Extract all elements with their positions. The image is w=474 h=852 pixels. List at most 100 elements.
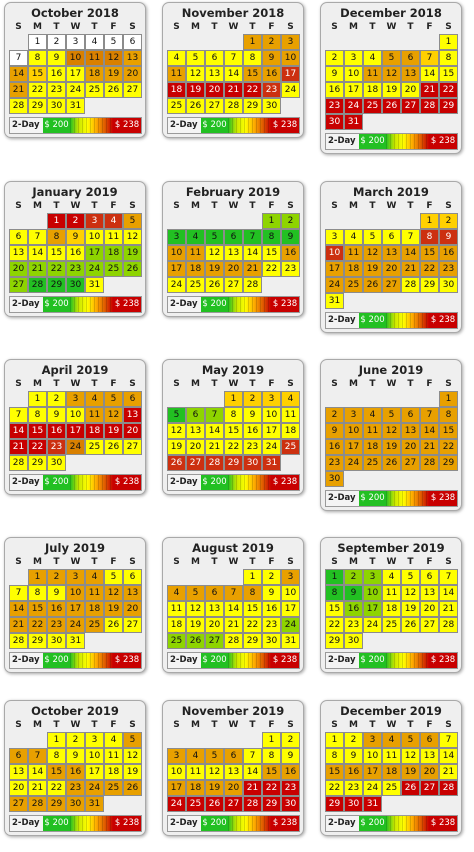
- day-cell[interactable]: 10: [85, 229, 104, 245]
- day-cell[interactable]: 14: [243, 764, 262, 780]
- day-cell[interactable]: 27: [9, 796, 28, 812]
- day-cell[interactable]: 3: [344, 50, 363, 66]
- day-cell[interactable]: 19: [104, 66, 123, 82]
- day-cell[interactable]: 21: [9, 82, 28, 98]
- day-cell[interactable]: 2: [47, 391, 66, 407]
- day-cell[interactable]: 13: [420, 585, 439, 601]
- day-cell[interactable]: 10: [66, 585, 85, 601]
- day-cell[interactable]: 31: [66, 98, 85, 114]
- day-cell[interactable]: 20: [205, 82, 224, 98]
- day-cell[interactable]: 3: [281, 34, 300, 50]
- day-cell[interactable]: 23: [281, 261, 300, 277]
- day-cell[interactable]: 27: [224, 796, 243, 812]
- day-cell[interactable]: 13: [224, 764, 243, 780]
- day-cell[interactable]: 29: [224, 455, 243, 471]
- day-cell[interactable]: 12: [205, 245, 224, 261]
- day-cell[interactable]: 30: [47, 633, 66, 649]
- day-cell[interactable]: 27: [382, 277, 401, 293]
- day-cell[interactable]: 28: [205, 455, 224, 471]
- day-cell[interactable]: 18: [85, 601, 104, 617]
- day-cell[interactable]: 18: [281, 423, 300, 439]
- day-cell[interactable]: 6: [9, 748, 28, 764]
- day-cell[interactable]: 18: [85, 66, 104, 82]
- day-cell[interactable]: 6: [205, 50, 224, 66]
- day-cell[interactable]: 21: [439, 601, 458, 617]
- day-cell[interactable]: 15: [325, 764, 344, 780]
- day-cell[interactable]: 13: [401, 66, 420, 82]
- day-cell[interactable]: 11: [167, 601, 186, 617]
- day-cell[interactable]: 10: [66, 407, 85, 423]
- day-cell[interactable]: 26: [205, 796, 224, 812]
- day-cell[interactable]: 18: [382, 764, 401, 780]
- day-cell[interactable]: 16: [439, 245, 458, 261]
- day-cell[interactable]: 19: [205, 261, 224, 277]
- day-cell[interactable]: 31: [325, 293, 344, 309]
- day-cell[interactable]: 27: [420, 780, 439, 796]
- day-cell[interactable]: 26: [401, 780, 420, 796]
- day-cell[interactable]: 8: [243, 585, 262, 601]
- day-cell[interactable]: 28: [28, 796, 47, 812]
- day-cell[interactable]: 31: [363, 796, 382, 812]
- day-cell[interactable]: 6: [382, 229, 401, 245]
- day-cell[interactable]: 25: [104, 261, 123, 277]
- day-cell[interactable]: 24: [167, 796, 186, 812]
- day-cell[interactable]: 27: [205, 98, 224, 114]
- day-cell[interactable]: 1: [420, 213, 439, 229]
- day-cell[interactable]: 17: [281, 601, 300, 617]
- day-cell[interactable]: 14: [28, 245, 47, 261]
- day-cell[interactable]: 20: [420, 764, 439, 780]
- day-cell[interactable]: 3: [363, 569, 382, 585]
- day-cell[interactable]: 15: [439, 423, 458, 439]
- day-cell[interactable]: 1: [243, 34, 262, 50]
- day-cell[interactable]: 28: [420, 98, 439, 114]
- day-cell[interactable]: 15: [262, 764, 281, 780]
- day-cell[interactable]: 25: [85, 617, 104, 633]
- day-cell[interactable]: 3: [167, 229, 186, 245]
- day-cell[interactable]: 19: [205, 780, 224, 796]
- day-cell[interactable]: 2: [281, 213, 300, 229]
- day-cell[interactable]: 19: [167, 439, 186, 455]
- day-cell[interactable]: 29: [47, 277, 66, 293]
- day-cell[interactable]: 5: [104, 569, 123, 585]
- day-cell[interactable]: 16: [243, 423, 262, 439]
- day-cell[interactable]: 2: [66, 732, 85, 748]
- day-cell[interactable]: 16: [281, 764, 300, 780]
- day-cell[interactable]: 14: [420, 66, 439, 82]
- day-cell[interactable]: 13: [401, 423, 420, 439]
- day-cell[interactable]: 30: [344, 796, 363, 812]
- day-cell[interactable]: 17: [344, 439, 363, 455]
- day-cell[interactable]: 26: [401, 617, 420, 633]
- day-cell[interactable]: 30: [262, 633, 281, 649]
- day-cell[interactable]: 6: [420, 732, 439, 748]
- day-cell[interactable]: 13: [9, 764, 28, 780]
- day-cell[interactable]: 4: [363, 50, 382, 66]
- day-cell[interactable]: 25: [186, 796, 205, 812]
- day-cell[interactable]: 9: [66, 229, 85, 245]
- day-cell[interactable]: 4: [382, 569, 401, 585]
- day-cell[interactable]: 12: [123, 748, 142, 764]
- day-cell[interactable]: 14: [9, 423, 28, 439]
- day-cell[interactable]: 12: [104, 407, 123, 423]
- day-cell[interactable]: 19: [123, 245, 142, 261]
- day-cell[interactable]: 5: [186, 585, 205, 601]
- day-cell[interactable]: 24: [66, 617, 85, 633]
- day-cell[interactable]: 10: [66, 50, 85, 66]
- day-cell[interactable]: 20: [123, 66, 142, 82]
- day-cell[interactable]: 5: [205, 229, 224, 245]
- day-cell[interactable]: 10: [363, 748, 382, 764]
- day-cell[interactable]: 7: [9, 50, 28, 66]
- day-cell[interactable]: 29: [439, 455, 458, 471]
- day-cell[interactable]: 4: [85, 569, 104, 585]
- day-cell[interactable]: 22: [325, 780, 344, 796]
- day-cell[interactable]: 7: [224, 585, 243, 601]
- day-cell[interactable]: 26: [167, 455, 186, 471]
- day-cell[interactable]: 21: [9, 439, 28, 455]
- day-cell[interactable]: 17: [344, 82, 363, 98]
- day-cell[interactable]: 12: [363, 245, 382, 261]
- day-cell[interactable]: 27: [186, 455, 205, 471]
- day-cell[interactable]: 9: [47, 585, 66, 601]
- day-cell[interactable]: 19: [401, 764, 420, 780]
- day-cell[interactable]: 26: [382, 455, 401, 471]
- day-cell[interactable]: 19: [401, 601, 420, 617]
- day-cell[interactable]: 24: [85, 261, 104, 277]
